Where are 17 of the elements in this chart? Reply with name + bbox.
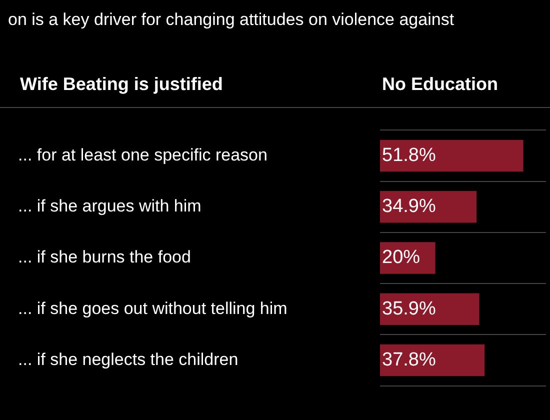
y-tick-label: ... if she argues with him bbox=[18, 196, 202, 216]
data-label: 37.8% bbox=[382, 349, 436, 370]
y-tick-label: ... if she neglects the children bbox=[18, 350, 238, 369]
y-axis-title: Wife Beating is justified bbox=[20, 74, 224, 95]
text: on is a key driver for changing attitudes on violence against bbox=[7, 9, 456, 30]
bar bbox=[380, 140, 524, 172]
bar bbox=[380, 191, 477, 223]
y-tick-label: ... if she goes out without telling him bbox=[18, 298, 288, 318]
bar bbox=[380, 293, 480, 325]
y-tick-label: ... if she burns the food bbox=[18, 248, 191, 267]
y-tick-label: ... for at least one specific reason bbox=[18, 145, 268, 164]
data-label: 51.8% bbox=[382, 144, 436, 166]
data-label: 35.9% bbox=[382, 298, 436, 320]
data-label: 20% bbox=[382, 247, 420, 268]
x-axis-title: No Education bbox=[382, 74, 498, 95]
data-label: 34.9% bbox=[382, 196, 436, 218]
bar bbox=[380, 344, 485, 376]
